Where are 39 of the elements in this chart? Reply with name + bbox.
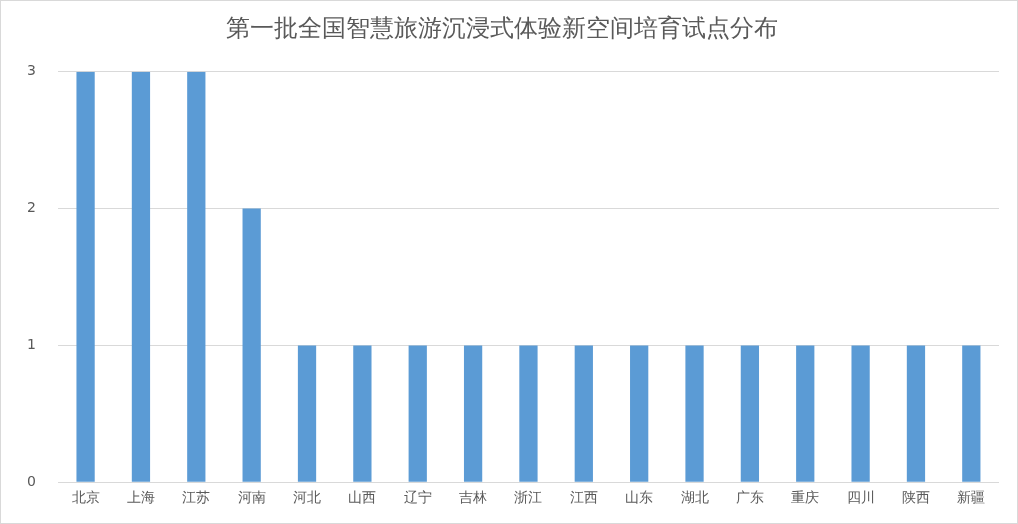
bar <box>297 345 317 482</box>
x-tick-label: 河北 <box>293 489 322 506</box>
x-tick-label: 广东 <box>735 489 764 506</box>
y-tick-label: 2 <box>26 199 36 216</box>
bar <box>408 345 427 482</box>
bar <box>962 345 981 482</box>
x-tick-label: 江苏 <box>182 489 211 506</box>
bar <box>740 345 760 482</box>
x-tick-label: 江西 <box>569 489 598 506</box>
bar <box>851 345 870 482</box>
x-tick-label: 新疆 <box>957 489 986 506</box>
bar <box>76 71 95 482</box>
bar <box>519 345 538 482</box>
x-tick-label: 陕西 <box>901 489 930 506</box>
bar <box>242 208 261 482</box>
x-tick-label: 河南 <box>237 489 266 506</box>
bar <box>463 345 483 482</box>
bar <box>353 345 372 482</box>
bar <box>906 345 926 482</box>
y-tick-label: 0 <box>26 472 36 489</box>
bar <box>574 345 593 482</box>
bar <box>796 345 815 482</box>
x-tick-label: 浙江 <box>514 489 543 506</box>
y-tick-label: 1 <box>26 336 36 353</box>
bar <box>131 71 151 482</box>
x-tick-label: 山西 <box>348 489 377 506</box>
x-tick-label: 四川 <box>846 489 875 506</box>
chart-title: 第一批全国智慧旅游沉浸式体验新空间培育试点分布 <box>226 13 778 42</box>
x-tick-label: 北京 <box>71 489 100 506</box>
bar <box>630 345 649 482</box>
x-tick-label: 重庆 <box>791 489 820 506</box>
bar <box>187 71 206 482</box>
x-tick-label: 上海 <box>126 489 155 506</box>
x-tick-label: 湖北 <box>680 489 709 506</box>
x-tick-label: 山东 <box>625 489 654 506</box>
x-tick-label: 辽宁 <box>403 489 432 506</box>
y-tick-label: 3 <box>26 62 36 79</box>
bar <box>685 345 704 482</box>
x-tick-label: 吉林 <box>459 489 488 506</box>
